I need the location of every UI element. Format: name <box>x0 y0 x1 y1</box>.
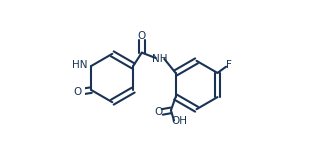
Text: O: O <box>138 31 146 41</box>
Text: F: F <box>226 60 232 70</box>
Text: NH: NH <box>152 54 168 64</box>
Text: O: O <box>74 87 82 97</box>
Text: O: O <box>155 107 163 117</box>
Text: OH: OH <box>171 116 187 126</box>
Text: HN: HN <box>72 60 87 70</box>
